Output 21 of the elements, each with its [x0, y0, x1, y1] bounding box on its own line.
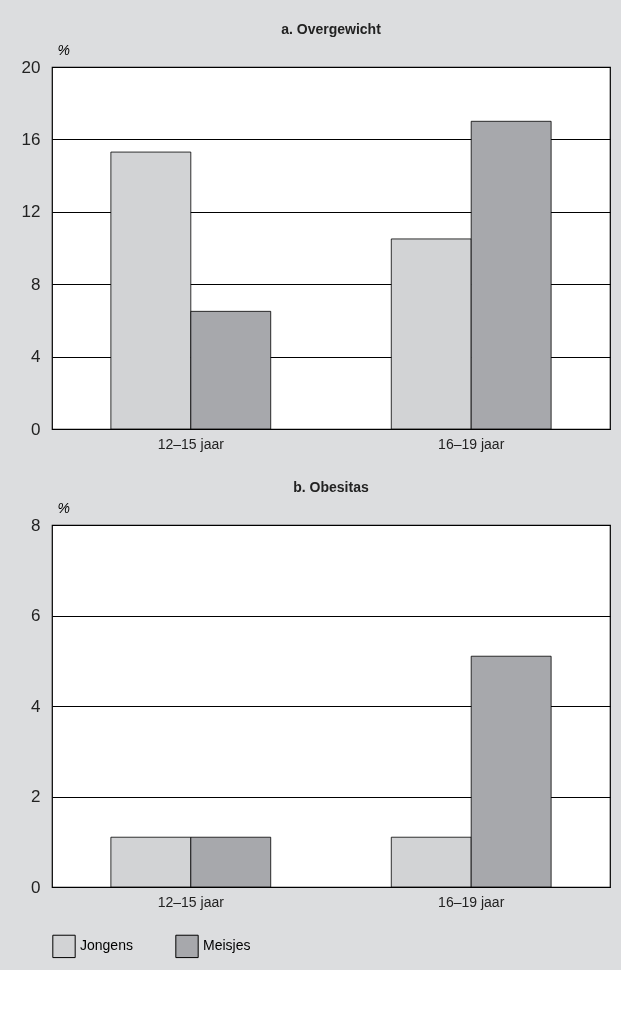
legend-label: Jongens [80, 937, 133, 954]
y-tick-label: 8 [31, 515, 41, 535]
y-tick-label: 20 [21, 57, 41, 77]
y-tick-label: 0 [31, 877, 41, 897]
chart-title: a. Overgewicht [281, 21, 382, 37]
y-axis-title: % [57, 499, 70, 516]
x-tick-label: 16–19 jaar [438, 435, 505, 452]
legend-label: Meisjes [203, 937, 251, 954]
x-tick-label: 12–15 jaar [157, 893, 225, 910]
y-tick-label: 2 [31, 787, 41, 806]
y-axis-title: % [57, 41, 70, 58]
y-tick-label: 16 [21, 129, 41, 149]
y-tick-label: 8 [31, 274, 41, 294]
y-tick-label: 0 [31, 419, 41, 439]
y-tick-label: 4 [31, 696, 41, 716]
y-tick-label: 12 [21, 202, 41, 222]
y-tick-label: 6 [31, 606, 41, 625]
chart-title: b. Obesitas [293, 479, 369, 495]
x-tick-label: 16–19 jaar [438, 893, 505, 910]
x-tick-label: 12–15 jaar [157, 435, 225, 452]
y-tick-label: 4 [31, 347, 41, 367]
